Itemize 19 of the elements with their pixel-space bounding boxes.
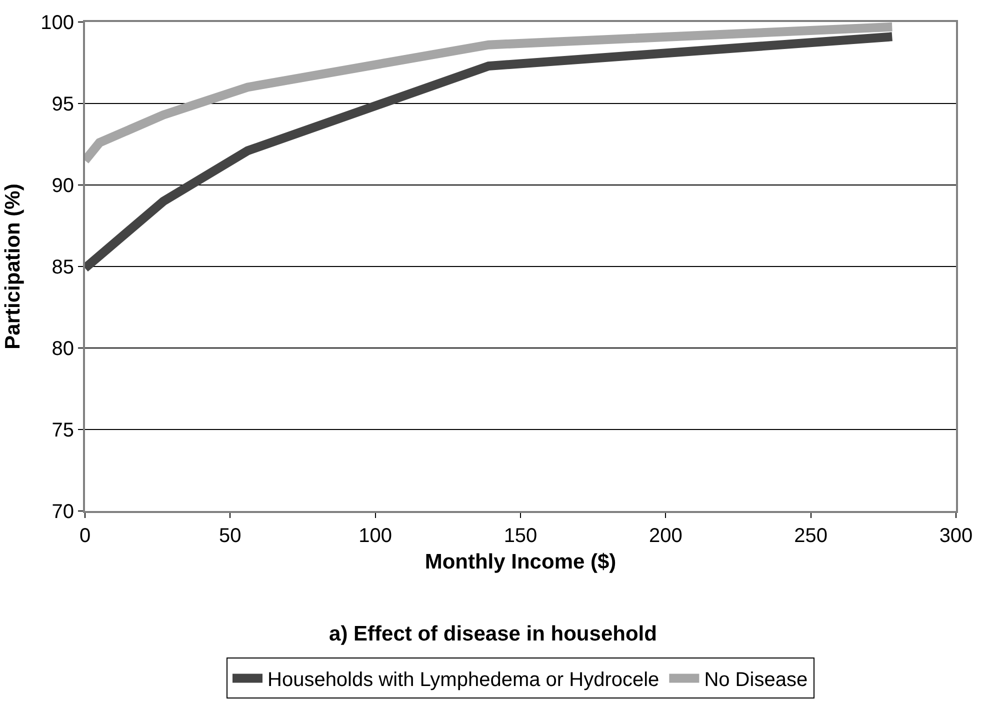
x-tick-label: 250 [794,525,828,547]
x-tick-label: 0 [79,525,91,547]
x-axis-title: Monthly Income ($) [424,550,616,574]
x-tick-label: 100 [358,525,392,547]
y-tick-label: 70 [52,501,74,523]
x-tick-label: 150 [504,525,538,547]
legend-label: No Disease [704,669,808,691]
x-tick-label: 300 [939,525,973,547]
y-tick-label: 90 [52,175,74,197]
y-tick-label: 75 [52,420,74,442]
legend-label: Households with Lymphedema or Hydrocele [268,669,660,691]
x-tick-label: 200 [648,525,682,547]
text: a) Effect of disease in household [329,622,657,646]
y-axis-title: Participation (%) [1,184,24,350]
y-tick-label: 100 [40,12,74,34]
y-tick-label: 80 [52,338,74,360]
x-tick-label: 50 [219,525,242,547]
y-tick-label: 85 [52,256,74,278]
y-tick-label: 95 [52,94,74,116]
